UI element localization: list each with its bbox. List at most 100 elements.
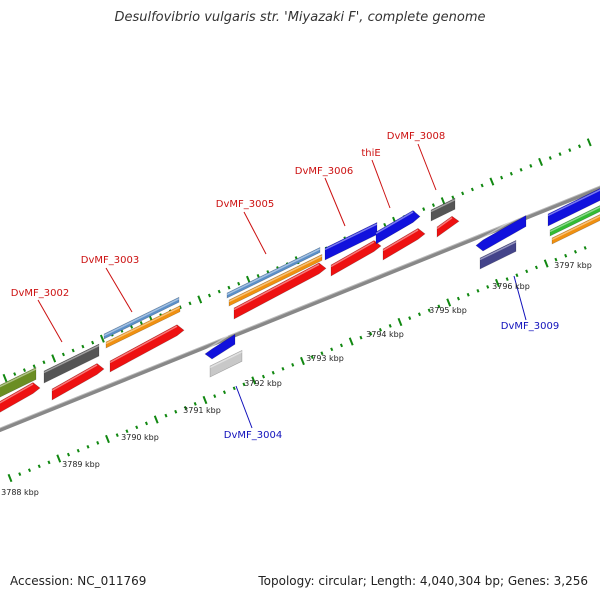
gene-block-steel [103, 296, 180, 340]
gene-block-blue-shine [375, 211, 414, 235]
tick-mark [388, 324, 392, 328]
tick-mark [256, 274, 260, 278]
tick-mark [153, 415, 159, 424]
kbp-label: 3796 kbp [492, 282, 530, 291]
tick-mark [529, 164, 533, 168]
tick-mark [456, 296, 460, 301]
gene-block-blue-shine [204, 335, 229, 352]
tick-mark [51, 354, 57, 363]
leader-line [235, 385, 253, 429]
gene-block-blue-shine [547, 189, 600, 217]
tick-mark [251, 376, 257, 385]
cds-block [436, 215, 460, 238]
label-leader-lines [37, 143, 527, 429]
gene-label-DvMF_3009: DvMF_3009 [501, 321, 559, 332]
tick-mark [281, 366, 285, 371]
gene-label-DvMF_3003: DvMF_3003 [81, 255, 139, 266]
tick-mark [470, 187, 474, 192]
tick-mark [139, 321, 143, 325]
tick-mark [461, 191, 465, 196]
gene-block-navy-shine [479, 241, 517, 261]
tick-mark [227, 285, 231, 290]
tick-mark [505, 277, 509, 281]
tick-mark [217, 289, 221, 294]
tick-mark [130, 325, 134, 329]
tick-mark [480, 183, 484, 188]
gene-block-gray [430, 197, 456, 222]
gene-block-blue [204, 333, 236, 360]
kbp-label: 3793 kbp [306, 354, 344, 363]
tick-mark [339, 343, 343, 348]
gene-label-DvMF_3005: DvMF_3005 [216, 199, 274, 210]
tick-mark [56, 454, 62, 463]
tick-mark [500, 175, 504, 180]
tick-mark [42, 360, 46, 365]
cds-block-shine [233, 263, 320, 311]
tick-mark [81, 344, 85, 349]
kbp-label: 3795 kbp [429, 306, 467, 315]
tick-mark [466, 292, 470, 297]
tick-mark [568, 148, 572, 153]
tick-mark [99, 334, 105, 343]
tick-mark [7, 473, 13, 483]
cds-block [233, 262, 327, 320]
tick-mark [573, 249, 577, 254]
tick-mark [71, 348, 75, 353]
leader-line [105, 267, 133, 313]
tick-mark [37, 464, 41, 469]
cds-block-shine [436, 217, 453, 230]
kbp-label: 3792 kbp [244, 379, 282, 388]
tick-mark [558, 152, 562, 156]
inner-tick-track [7, 246, 587, 483]
cds-block-shine [382, 229, 419, 252]
cds-block [51, 363, 105, 401]
cds-block-shine [330, 241, 375, 268]
kbp-label: 3797 kbp [554, 261, 592, 270]
gene-block-green-shine [549, 206, 600, 233]
gene-block-olive [0, 366, 37, 398]
tick-mark [577, 144, 582, 149]
gene-block-blue-shine [475, 216, 520, 243]
tick-mark [115, 433, 119, 437]
tick-mark [242, 382, 246, 387]
gene-block-blue-shine [324, 223, 378, 251]
tick-mark [96, 441, 100, 445]
tick-mark [548, 156, 552, 160]
backbone-highlight [0, 185, 600, 429]
leader-line [324, 177, 346, 227]
tick-mark [422, 207, 426, 211]
tick-mark [135, 425, 139, 430]
tick-mark [525, 269, 529, 274]
leader-line [371, 159, 391, 209]
gene-block-blue [375, 210, 421, 245]
tick-mark [202, 395, 208, 405]
gene-label-DvMF_3006: DvMF_3006 [295, 166, 353, 177]
tick-mark [534, 265, 538, 270]
cds-block-shine [51, 364, 98, 392]
tick-mark [47, 460, 51, 465]
tick-mark [232, 386, 236, 391]
tick-mark [554, 257, 558, 262]
tick-mark [183, 405, 188, 410]
tick-mark [86, 444, 90, 449]
tick-mark [431, 203, 435, 208]
tick-mark [564, 253, 568, 258]
tick-mark [188, 301, 192, 306]
gene-block-orange [228, 253, 323, 307]
kbp-label: 3789 kbp [62, 460, 100, 469]
kbp-label: 3790 kbp [121, 433, 159, 442]
tick-mark [105, 434, 110, 444]
cds-block-shine [0, 383, 34, 404]
gene-label-DvMF_3004: DvMF_3004 [224, 430, 282, 441]
tick-mark [76, 448, 80, 453]
gene-block-gray-shine [430, 199, 456, 213]
tick-mark [2, 373, 8, 383]
tick-mark [271, 370, 275, 375]
gene-block-navy [479, 239, 517, 270]
tick-mark [397, 317, 403, 327]
gene-block-orange-shine [551, 215, 600, 241]
map-title: Desulfovibrio vulgaris str. 'Miyazaki F'… [114, 10, 486, 25]
gene-label-thiE: thiE [361, 148, 380, 159]
tick-mark [486, 285, 490, 289]
